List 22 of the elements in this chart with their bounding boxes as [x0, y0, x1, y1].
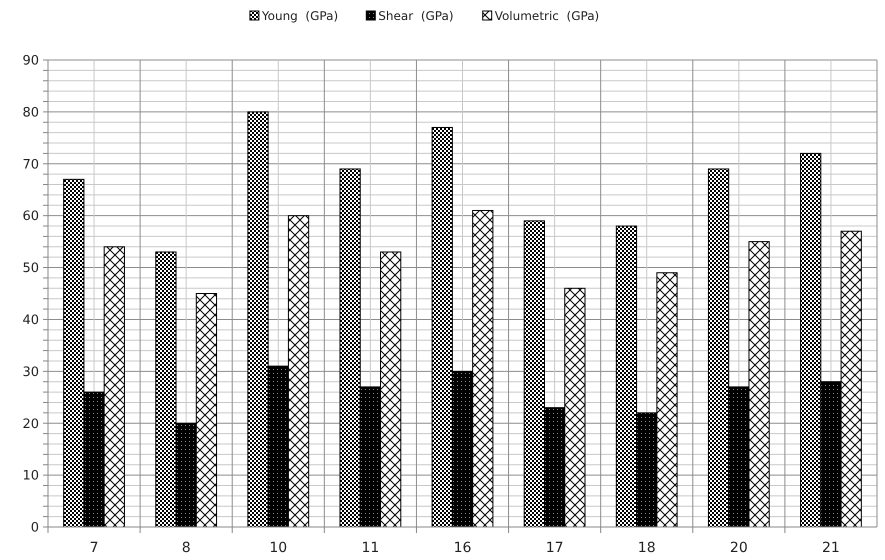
x-tick-label: 16	[454, 540, 472, 556]
y-tick-label: 80	[22, 105, 39, 120]
x-tick-label: 11	[361, 540, 380, 556]
y-tick-label: 0	[30, 520, 39, 536]
x-tick-label: 21	[822, 540, 840, 556]
x-tick-label: 17	[546, 540, 564, 556]
y-tick-label: 90	[22, 54, 39, 69]
y-tick-label: 70	[22, 157, 39, 172]
y-tick-label: 20	[22, 416, 39, 432]
y-tick-label: 50	[22, 261, 39, 276]
legend-label: Shear (GPa)	[378, 9, 454, 23]
y-tick-label: 10	[22, 468, 39, 484]
x-tick-label: 8	[182, 540, 191, 556]
legend-label: Volumetric (GPa)	[494, 9, 600, 23]
y-tick-label: 40	[22, 312, 39, 328]
x-tick-label: 20	[730, 540, 748, 556]
x-tick-label: 10	[269, 540, 288, 556]
y-tick-label: 60	[22, 209, 39, 224]
y-tick-label: 30	[22, 364, 39, 380]
legend-label: Young (GPa)	[260, 9, 338, 23]
x-tick-label: 7	[90, 540, 99, 556]
x-tick-label: 18	[638, 540, 656, 556]
